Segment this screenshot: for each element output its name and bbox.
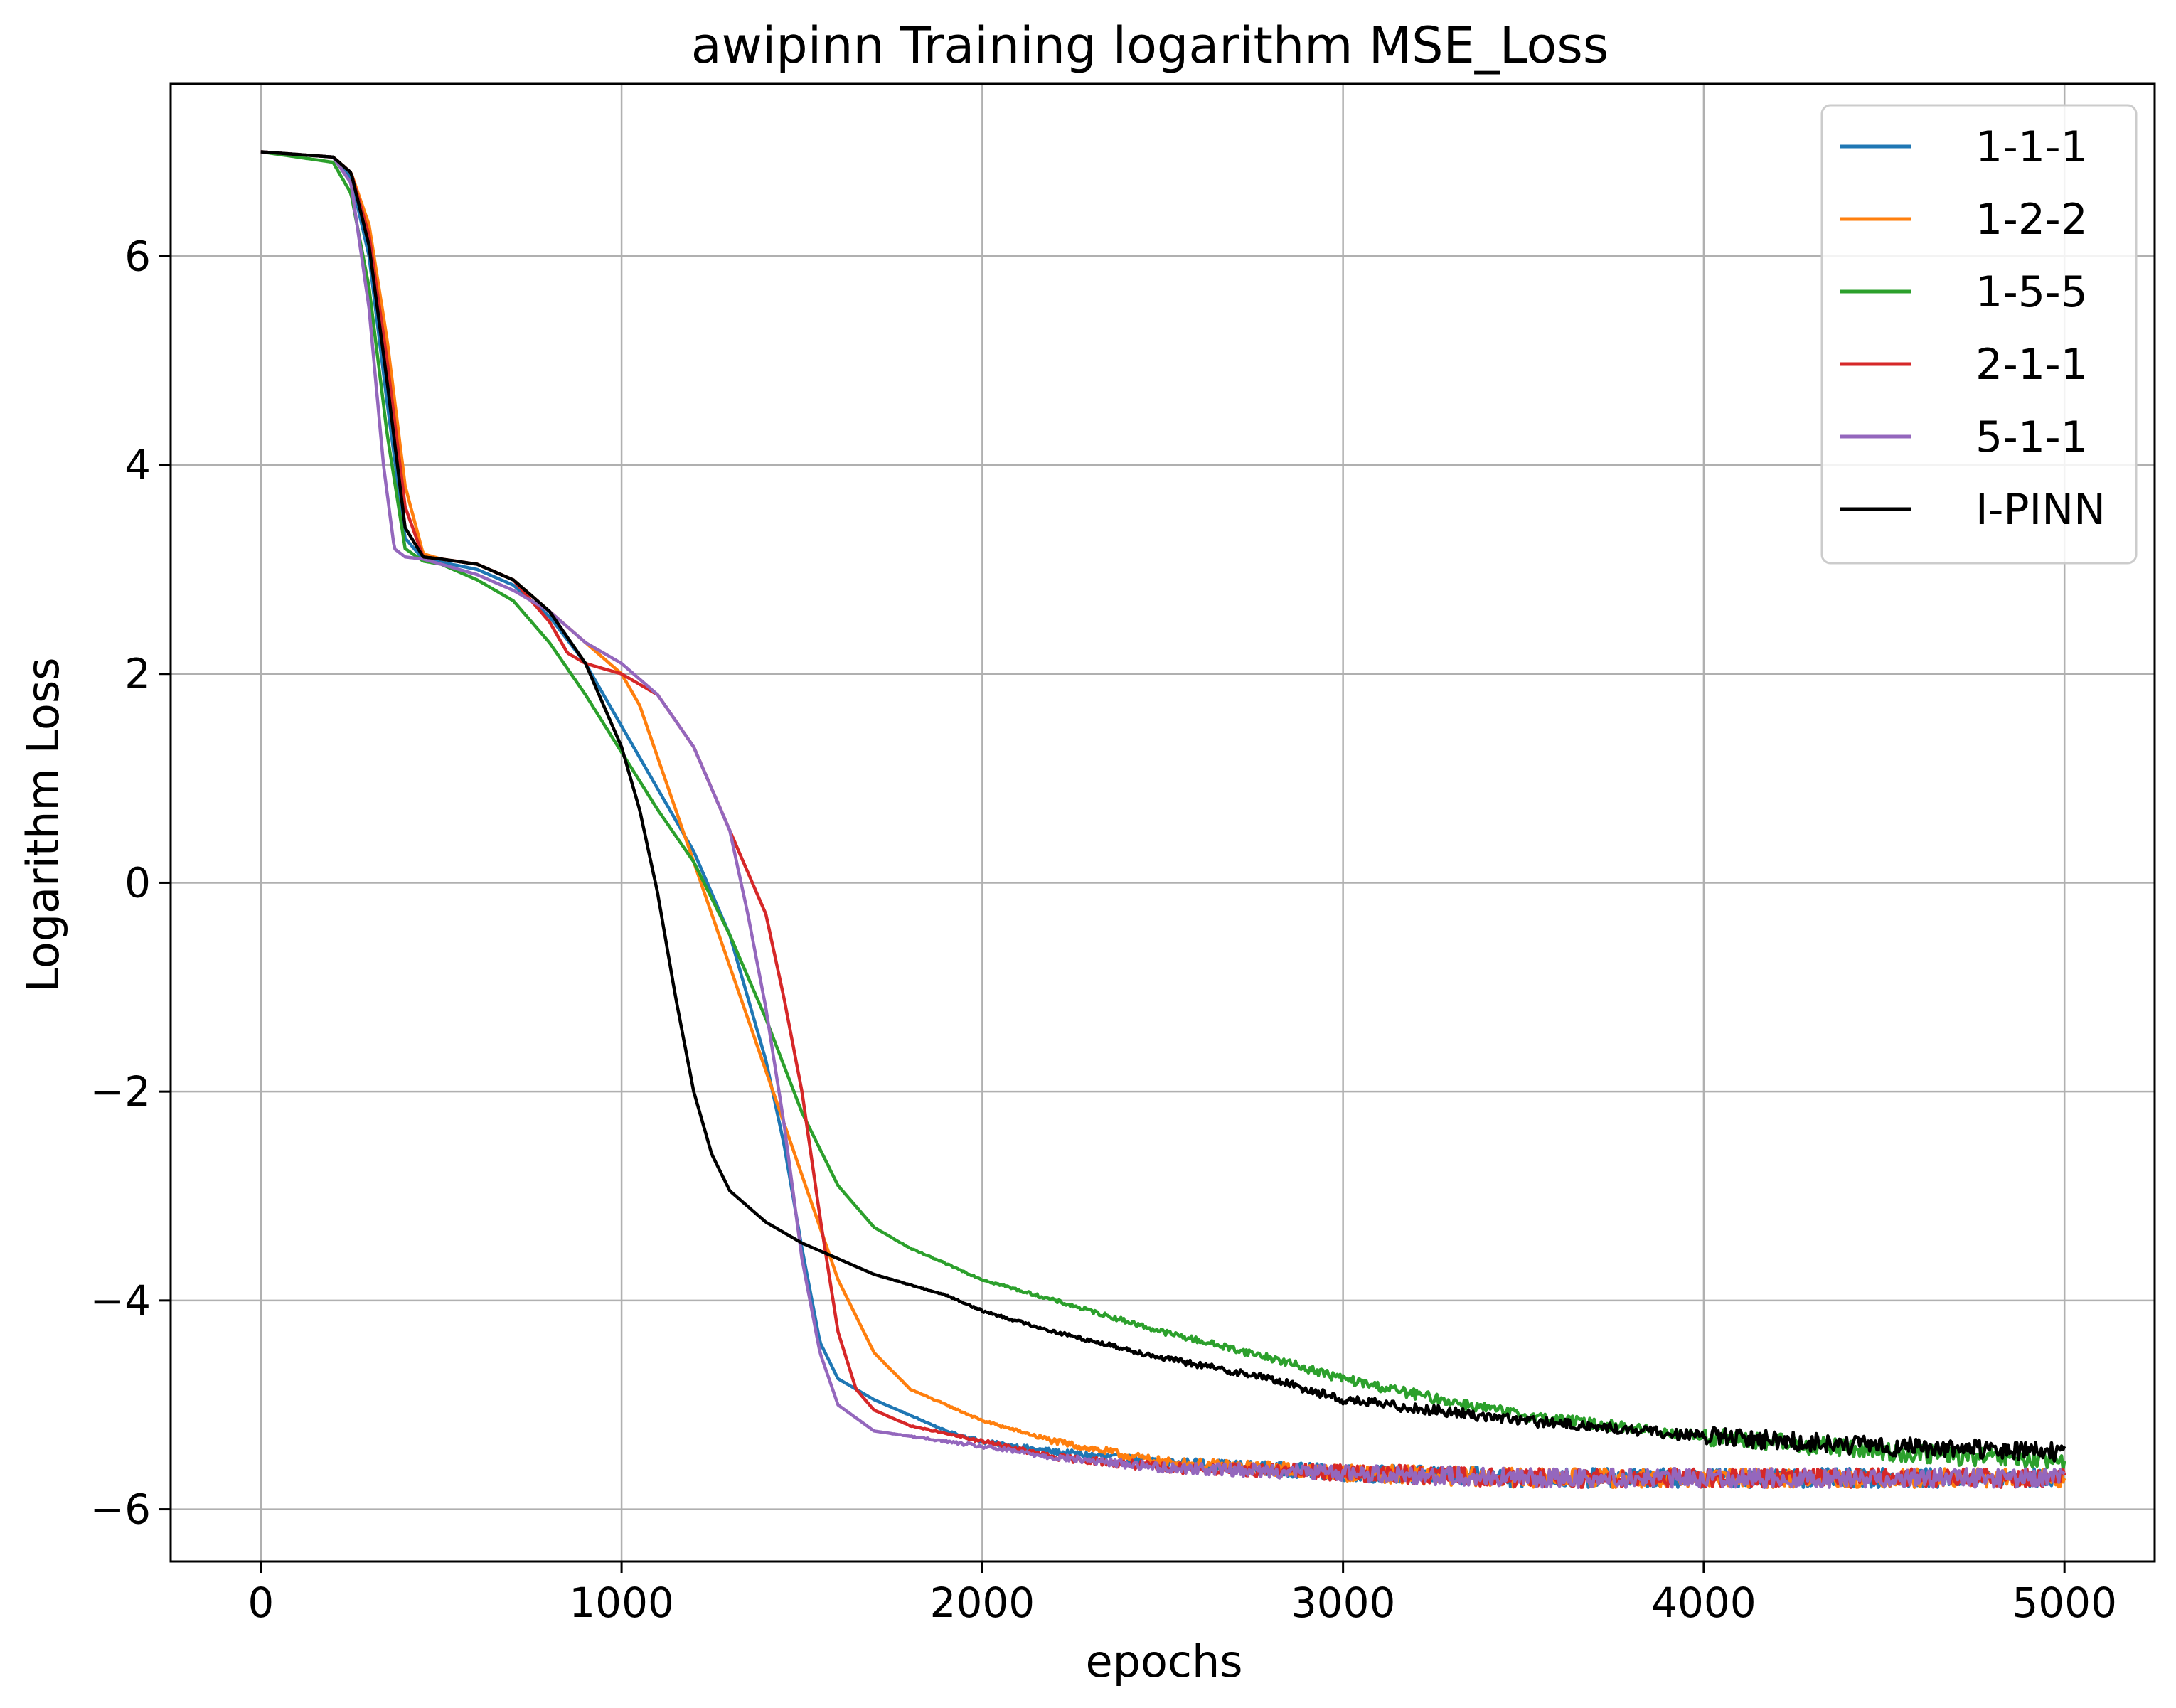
- y-axis-label: Logarithm Loss: [17, 657, 69, 992]
- legend-label: 5-1-1: [1975, 412, 2088, 462]
- y-tick-label: −2: [90, 1067, 151, 1116]
- y-tick-label: −4: [90, 1276, 151, 1325]
- series-line-i-pinn: [260, 150, 2066, 1463]
- plot-frame: [169, 82, 2156, 1563]
- chart-title: awipinn Training logarithm MSE_Loss: [691, 16, 1609, 75]
- y-axis: −6 −4 −2 0 2 4 6: [90, 232, 171, 1534]
- y-tick-label: 2: [124, 650, 151, 698]
- x-axis: 0 1000 2000 3000 4000 5000: [247, 1562, 2117, 1627]
- legend-label: 1-5-5: [1975, 267, 2088, 317]
- legend-label: 1-1-1: [1975, 122, 2088, 172]
- legend: 1-1-1 1-2-2 1-5-5 2-1-1 5-1-1 I-PINN: [1820, 104, 2138, 565]
- y-tick-label: 0: [124, 858, 151, 907]
- legend-label: I-PINN: [1975, 485, 2106, 535]
- x-axis-label: epochs: [1085, 1635, 1242, 1687]
- x-tick-label: 1000: [569, 1579, 674, 1627]
- series-line-5-1-1: [260, 150, 2066, 1489]
- legend-label: 2-1-1: [1975, 340, 2088, 390]
- y-tick-label: 4: [124, 441, 151, 489]
- y-tick-label: −6: [90, 1485, 151, 1534]
- x-tick-label: 3000: [1291, 1579, 1396, 1627]
- legend-label: 1-2-2: [1975, 195, 2088, 245]
- series-layer: [260, 150, 2066, 1489]
- x-tick-label: 5000: [2012, 1579, 2117, 1627]
- x-tick-label: 4000: [1651, 1579, 1756, 1627]
- x-tick-label: 0: [247, 1579, 274, 1627]
- x-tick-label: 2000: [930, 1579, 1035, 1627]
- y-tick-label: 6: [124, 232, 151, 280]
- grid-lines: [171, 84, 2155, 1562]
